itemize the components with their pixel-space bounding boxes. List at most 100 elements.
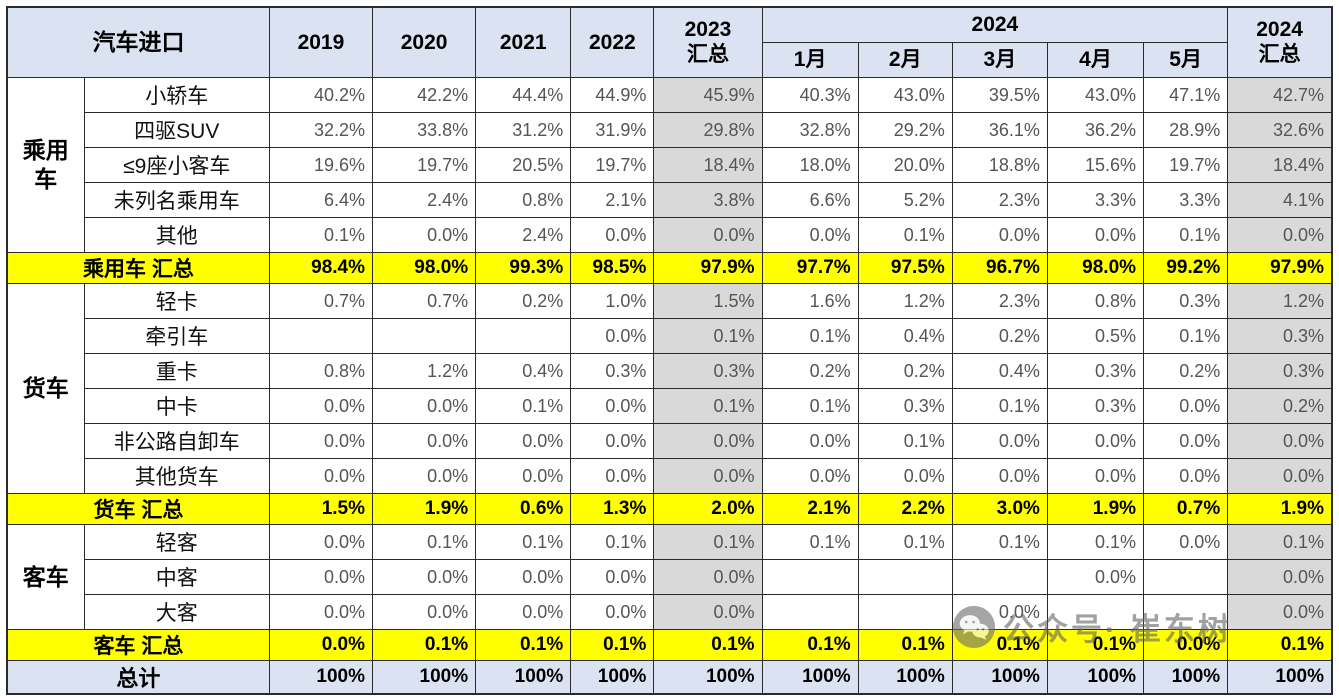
- table-cell: 0.6%: [475, 493, 572, 525]
- table-row: 乘用车 小轿车 40.2% 42.2% 44.4% 44.9% 45.9% 40.3% 43.0…: [6, 77, 1333, 253]
- col-header-2024-total-line1: 2024: [1256, 18, 1303, 42]
- table-cell: 0.0%: [951, 594, 1048, 630]
- table-cell: 6.6%: [761, 182, 859, 218]
- table-cell: 0.0%: [1227, 594, 1333, 630]
- table-cell: 5.2%: [857, 182, 953, 218]
- table-cell: 0.1%: [951, 629, 1048, 661]
- row-label: 中客: [83, 559, 270, 595]
- table-cell: 0.0%: [653, 217, 763, 253]
- group-total-row: 货车 汇总 1.5% 1.9% 0.6% 1.3% 2.0% 2.1% 2.2% 3.0% 1.9…: [6, 493, 1333, 525]
- header-row-1: 汽车进口 2019 2020 2021 2022 2023 汇总 2024 20…: [6, 6, 1333, 78]
- col-header-2023-total-line2: 汇总: [686, 42, 729, 66]
- table-cell: 0.0%: [1143, 423, 1229, 459]
- table-cell: 0.0%: [372, 388, 477, 424]
- table-cell: [857, 594, 953, 630]
- table-cell: 44.9%: [570, 77, 655, 113]
- table-row: 牵引车 0.0% 0.1% 0.1% 0.4% 0.2% 0.5% 0.1% 0.3%: [7, 318, 1333, 354]
- table-cell: 33.8%: [372, 112, 477, 148]
- table-cell: 0.0%: [857, 458, 953, 494]
- table-cell: 0.3%: [653, 353, 763, 389]
- table-cell: [1046, 594, 1145, 630]
- table-cell: 0.0%: [570, 318, 655, 354]
- table-cell: 0.1%: [653, 524, 763, 560]
- table-cell: 0.0%: [268, 559, 374, 595]
- table-cell: 0.8%: [1046, 283, 1145, 319]
- table-cell: 2.3%: [951, 283, 1048, 319]
- table-cell: 0.0%: [951, 423, 1048, 459]
- table-row: 重卡 0.8% 1.2% 0.4% 0.3% 0.3% 0.2% 0.2% 0.4% 0.3% 0.…: [7, 353, 1333, 389]
- table-body: 乘用车 小轿车 40.2% 42.2% 44.4% 44.9% 45.9% 40.3% 43.0…: [6, 77, 1333, 695]
- row-label: 轻卡: [83, 283, 270, 319]
- table-cell: [857, 559, 953, 595]
- table-cell: 47.1%: [1143, 77, 1229, 113]
- table-cell: 100%: [951, 660, 1048, 695]
- table-cell: 97.7%: [761, 252, 859, 284]
- table-cell: 0.2%: [951, 318, 1048, 354]
- row-label: 其他: [83, 217, 270, 253]
- table-cell: 0.3%: [1143, 283, 1229, 319]
- col-header-month-1: 1月: [761, 42, 859, 78]
- table-cell: 0.1%: [761, 524, 859, 560]
- table-cell: 0.1%: [1143, 318, 1229, 354]
- table-cell: 32.6%: [1227, 112, 1333, 148]
- table-cell: 2.3%: [951, 182, 1048, 218]
- table-cell: 0.0%: [1046, 423, 1145, 459]
- table-cell: 98.5%: [570, 252, 655, 284]
- table-cell: 36.1%: [951, 112, 1048, 148]
- table-cell: 2.1%: [570, 182, 655, 218]
- table-cell: 36.2%: [1046, 112, 1145, 148]
- table-cell: 4.1%: [1227, 182, 1333, 218]
- row-label: 大客: [83, 594, 270, 630]
- table-row: 四驱SUV 32.2% 33.8% 31.2% 31.9% 29.8% 32.8% 29.2%…: [7, 112, 1333, 148]
- table-cell: 3.3%: [1143, 182, 1229, 218]
- table-cell: 100%: [1227, 660, 1333, 695]
- table-cell: 1.9%: [1227, 493, 1333, 525]
- row-label: 轻客: [83, 524, 270, 560]
- table-cell: 0.1%: [1227, 629, 1333, 661]
- table-cell: 0.1%: [1227, 524, 1333, 560]
- table-cell: 1.2%: [1227, 283, 1333, 319]
- col-header-2022: 2022: [570, 6, 655, 78]
- table-cell: 42.2%: [372, 77, 477, 113]
- table-cell: 3.8%: [653, 182, 763, 218]
- table-cell: [951, 559, 1048, 595]
- table-cell: 100%: [1046, 660, 1145, 695]
- table-cell: 0.0%: [268, 423, 374, 459]
- table-cell: 0.2%: [1227, 388, 1333, 424]
- table-cell: 18.4%: [653, 147, 763, 183]
- table-cell: 0.0%: [570, 217, 655, 253]
- table-cell: 0.0%: [951, 217, 1048, 253]
- table-cell: 18.0%: [761, 147, 859, 183]
- table-cell: 1.2%: [857, 283, 953, 319]
- table-cell: 97.9%: [653, 252, 763, 284]
- table-cell: 0.0%: [951, 458, 1048, 494]
- table-cell: 0.0%: [1143, 629, 1229, 661]
- table-cell: 0.3%: [857, 388, 953, 424]
- table-cell: 0.3%: [570, 353, 655, 389]
- table-cell: 1.2%: [372, 353, 477, 389]
- table-cell: 0.0%: [570, 458, 655, 494]
- table-cell: 1.9%: [1046, 493, 1145, 525]
- table-cell: 0.0%: [475, 423, 572, 459]
- table-cell: 0.0%: [268, 594, 374, 630]
- table-cell: 2.4%: [372, 182, 477, 218]
- table-cell: 15.6%: [1046, 147, 1145, 183]
- table-cell: 0.1%: [653, 629, 763, 661]
- table-cell: 43.0%: [857, 77, 953, 113]
- table-cell: 32.8%: [761, 112, 859, 148]
- table-cell: [1143, 559, 1229, 595]
- col-header-month-3: 3月: [951, 42, 1048, 78]
- table-cell: 0.5%: [1046, 318, 1145, 354]
- table-cell: 2.4%: [475, 217, 572, 253]
- table-row: 其他货车 0.0% 0.0% 0.0% 0.0% 0.0% 0.0% 0.0% 0.0% 0.0%…: [7, 458, 1333, 494]
- table-cell: 0.3%: [1046, 353, 1145, 389]
- table-cell: 0.1%: [475, 524, 572, 560]
- table-cell: 0.0%: [653, 594, 763, 630]
- table-cell: 100%: [653, 660, 763, 695]
- col-header-month-4: 4月: [1046, 42, 1145, 78]
- table-cell: [761, 559, 859, 595]
- table-cell: 0.1%: [475, 388, 572, 424]
- table-cell: 2.1%: [761, 493, 859, 525]
- grand-total-row: 总计 100% 100% 100% 100% 100% 100% 100% 100% 100% 10…: [6, 660, 1333, 695]
- table-cell: 1.9%: [372, 493, 477, 525]
